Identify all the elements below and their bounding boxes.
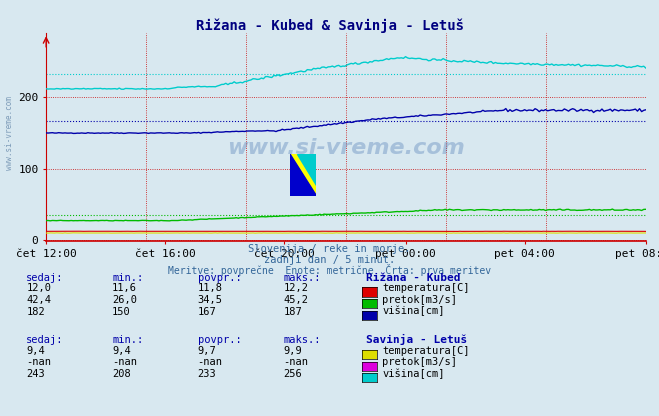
Text: 12,0: 12,0 [26,283,51,293]
Polygon shape [297,154,316,185]
Text: sedaj:: sedaj: [26,273,64,283]
Text: povpr.:: povpr.: [198,273,241,283]
Text: 45,2: 45,2 [283,295,308,305]
Text: 167: 167 [198,307,216,317]
Text: maks.:: maks.: [283,273,321,283]
Text: 256: 256 [283,369,302,379]
Text: Rižana - Kubed & Savinja - Letuš: Rižana - Kubed & Savinja - Letuš [196,19,463,33]
Text: 42,4: 42,4 [26,295,51,305]
Text: 182: 182 [26,307,45,317]
Text: višina[cm]: višina[cm] [382,369,445,379]
Text: zadnji dan / 5 minut.: zadnji dan / 5 minut. [264,255,395,265]
Text: 187: 187 [283,307,302,317]
Text: -nan: -nan [198,357,223,367]
Text: min.:: min.: [112,335,143,345]
Text: 26,0: 26,0 [112,295,137,305]
Text: min.:: min.: [112,273,143,283]
Text: pretok[m3/s]: pretok[m3/s] [382,357,457,367]
Text: 11,6: 11,6 [112,283,137,293]
Text: višina[cm]: višina[cm] [382,306,445,317]
Text: 9,4: 9,4 [112,346,130,356]
Text: Savinja - Letuš: Savinja - Letuš [366,334,467,345]
Text: -nan: -nan [283,357,308,367]
Text: www.si-vreme.com: www.si-vreme.com [5,96,14,170]
Text: Meritve: povprečne  Enote: metrične  Črta: prva meritev: Meritve: povprečne Enote: metrične Črta:… [168,264,491,276]
Text: 150: 150 [112,307,130,317]
Polygon shape [290,154,316,196]
Text: 9,4: 9,4 [26,346,45,356]
Text: 11,8: 11,8 [198,283,223,293]
Text: pretok[m3/s]: pretok[m3/s] [382,295,457,305]
Text: 34,5: 34,5 [198,295,223,305]
Text: 9,7: 9,7 [198,346,216,356]
Text: www.si-vreme.com: www.si-vreme.com [227,138,465,158]
Text: 9,9: 9,9 [283,346,302,356]
Text: -nan: -nan [112,357,137,367]
Text: temperatura[C]: temperatura[C] [382,346,470,356]
Text: 208: 208 [112,369,130,379]
Polygon shape [290,154,316,196]
Text: Rižana - Kubed: Rižana - Kubed [366,273,460,283]
Text: temperatura[C]: temperatura[C] [382,283,470,293]
Text: 12,2: 12,2 [283,283,308,293]
Text: 243: 243 [26,369,45,379]
Text: maks.:: maks.: [283,335,321,345]
Text: 233: 233 [198,369,216,379]
Text: Slovenija / reke in morje.: Slovenija / reke in morje. [248,244,411,254]
Text: sedaj:: sedaj: [26,335,64,345]
Text: -nan: -nan [26,357,51,367]
Text: povpr.:: povpr.: [198,335,241,345]
